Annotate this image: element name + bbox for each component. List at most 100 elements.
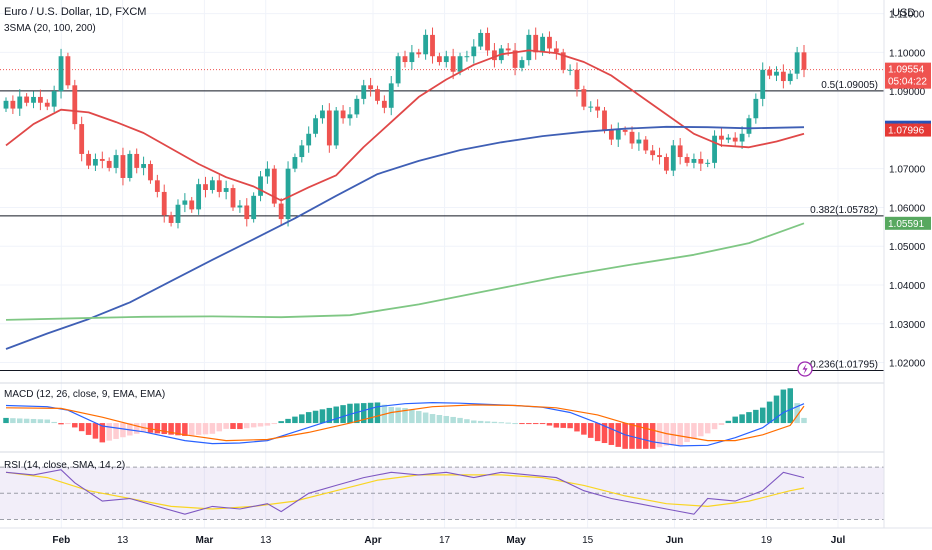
candle-body [31,96,36,103]
candle-body [258,176,263,196]
candle-body [271,168,277,204]
price-axis-ticks: 1.11000 1.10000 1.09000 1.07000 1.06000 1.050… [889,10,926,370]
candle-body [44,102,50,107]
candle-body [17,96,23,109]
macd-histogram-bar [250,423,257,428]
macd-histogram-bar [526,423,532,425]
candle-body [251,195,257,220]
price-tick-label: 1.11000 [889,10,925,21]
candle-body [430,34,435,57]
candle-body [650,150,656,156]
candle-body [127,153,133,178]
macd-histogram-bar [244,423,250,429]
candle-body [65,56,71,86]
macd-histogram-bar [388,406,394,424]
candle-body [760,69,766,99]
macd-histogram-bar [285,418,291,424]
price-tick-label: 1.07000 [889,165,926,176]
candle-body [794,52,800,74]
candle-body [505,48,511,51]
macd-histogram-bar [505,422,511,424]
candle-body [326,110,332,146]
candle-body [320,110,325,119]
candle-body [801,52,807,70]
candle-body [278,203,284,220]
time-tick-label: Feb [52,535,70,546]
candle-body [209,180,215,190]
candle-body [526,34,532,61]
macd-histogram-bar [443,415,450,424]
macd-histogram-bar [154,423,161,434]
candle-body [306,133,312,146]
macd-histogram-bar [237,423,243,430]
candle-body [203,184,208,190]
price-tick-label: 1.03000 [889,320,926,331]
candle-body [753,98,759,119]
macd-histogram-bar [147,423,154,433]
candle-body [436,56,442,63]
time-tick-label: 13 [260,535,272,546]
price-tick-label: 1.06000 [889,203,926,214]
candle-body [560,52,566,70]
macd-histogram-bar [120,423,126,438]
candle-body [395,56,401,84]
macd-histogram-bar [484,421,491,424]
macd-histogram-bar [587,423,594,438]
macd-histogram-bar [429,414,436,424]
candle-body [3,100,9,109]
macd-histogram-bar [801,417,807,424]
macd-histogram-bar [739,414,745,424]
candle-body [402,56,408,63]
macd-histogram-bar [773,395,780,424]
candle-body [471,46,477,57]
candle-body [230,188,236,208]
macd-histogram-bar [92,423,99,439]
macd-histogram-bar [491,421,498,424]
macd-histogram-bar [649,423,656,449]
macd-histogram-bar [113,423,119,439]
candle-body [423,34,429,55]
macd-histogram-bar [698,423,704,437]
currency-label: USD [892,7,915,19]
lightning-alert-icon[interactable] [797,361,813,377]
candle-body [443,56,449,63]
macd-histogram-bar [725,420,732,424]
macd-histogram-bar [436,415,443,424]
price-badge [885,123,931,137]
candle-body [175,204,181,223]
candle-body [691,158,697,163]
candle-body [237,205,243,208]
macd-histogram-bar [299,414,305,424]
candle-body [120,155,126,178]
candle-body [333,110,339,146]
candle-body [79,124,85,154]
candle-body [540,36,545,53]
macd-histogram-bar [216,423,223,432]
macd-histogram-bar [746,412,752,424]
macd-histogram-bar [402,408,408,424]
price-badge [885,62,931,89]
candle-body [58,56,64,92]
macd-histogram-bar [85,423,92,435]
candle-body [767,69,773,76]
time-tick-label: 15 [582,535,594,546]
macd-histogram-bar [168,423,174,435]
candle-body [739,133,745,142]
price-badge-label: 1.09554 [888,65,925,76]
macd-histogram-bar [37,419,44,424]
candle-body [285,168,291,220]
price-tick-label: 1.02000 [889,359,926,370]
candle-body [602,110,607,130]
candle-body [519,60,525,68]
candle-body [72,85,78,125]
macd-histogram-bar [374,402,381,424]
macd-histogram-bar [10,418,16,424]
price-badge-label: 1.07996 [888,126,925,137]
candle-body [134,153,140,168]
price-tick-label: 1.04000 [889,281,926,292]
macd-histogram-bar [656,423,663,448]
candle-body [643,139,649,151]
candle-body [86,153,91,166]
time-tick-label: Jul [831,535,846,546]
